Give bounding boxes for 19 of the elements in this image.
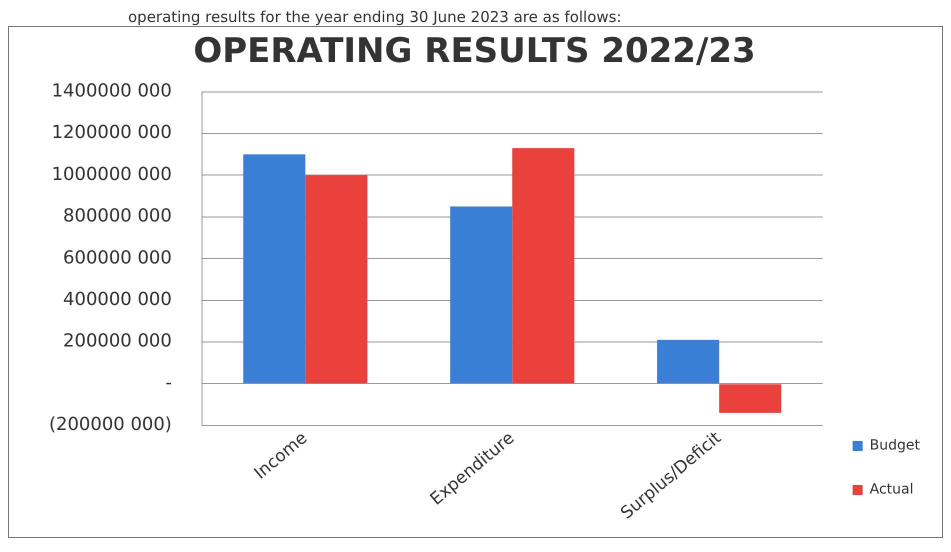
y-tick-label: 400000 000: [63, 288, 172, 310]
legend-label: Actual: [870, 482, 914, 498]
bar: [243, 154, 306, 384]
bar: [657, 340, 720, 384]
y-tick-label: -: [165, 372, 172, 394]
y-tick-label: 1200000 000: [52, 122, 172, 144]
y-tick-label: 200000 000: [63, 330, 172, 352]
y-tick-label: 1400000 000: [52, 80, 172, 102]
y-tick-label: 1000000 000: [52, 164, 172, 185]
y-tick-label: 800000 000: [63, 206, 172, 227]
bar: [512, 148, 574, 384]
legend-label: Budget: [870, 438, 921, 454]
bar: [719, 384, 782, 413]
text: operating results for the year ending 30 June 2023 are as follows:: [127, 8, 623, 26]
bar: [305, 175, 368, 384]
chart-title: OPERATING RESULTS 2022/23: [193, 31, 756, 72]
y-tick-label: 600000 000: [63, 247, 172, 268]
y-tick-label: (200000 000): [48, 414, 172, 436]
bar: [450, 206, 512, 384]
